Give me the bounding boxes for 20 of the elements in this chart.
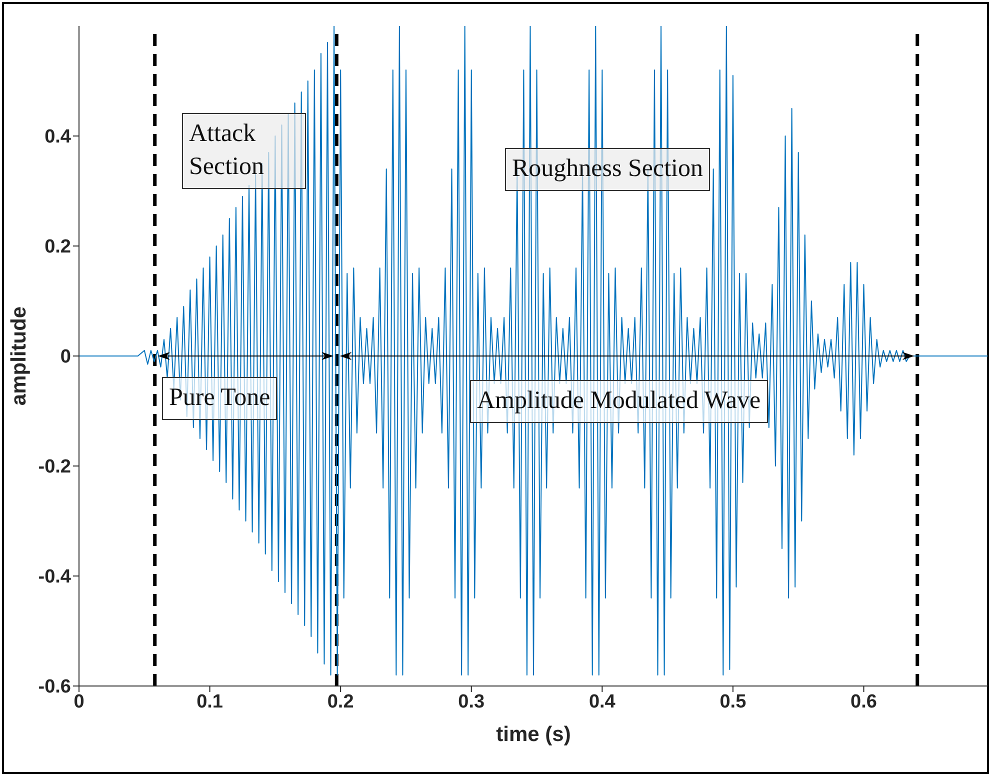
- x-tick-label: 0.5: [720, 691, 747, 712]
- y-tick-label: 0: [60, 346, 71, 368]
- y-tick-label: 0.2: [44, 236, 71, 258]
- x-tick-label: 0.1: [196, 691, 224, 712]
- x-tick-label: 0.3: [458, 691, 485, 712]
- annotation: Attack Section: [182, 113, 306, 189]
- x-tick-label: 0.4: [588, 691, 616, 712]
- y-tick-label: -0.2: [38, 456, 71, 478]
- x-tick-label: 0.2: [327, 691, 354, 712]
- y-tick-label: 0.4: [44, 126, 72, 148]
- x-tick-label: 0: [74, 691, 84, 712]
- y-tick-label: -0.4: [38, 566, 72, 588]
- y-tick-label: -0.6: [38, 676, 71, 698]
- annotation: Pure Tone: [162, 377, 278, 420]
- line-series: [79, 26, 988, 676]
- x-axis-title: time (s): [496, 722, 571, 746]
- annotation: Amplitude Modulated Wave: [470, 380, 768, 423]
- x-tick-label: 0.6: [850, 691, 877, 712]
- y-axis-title: amplitude: [7, 306, 30, 406]
- annotation: Roughness Section: [505, 148, 710, 191]
